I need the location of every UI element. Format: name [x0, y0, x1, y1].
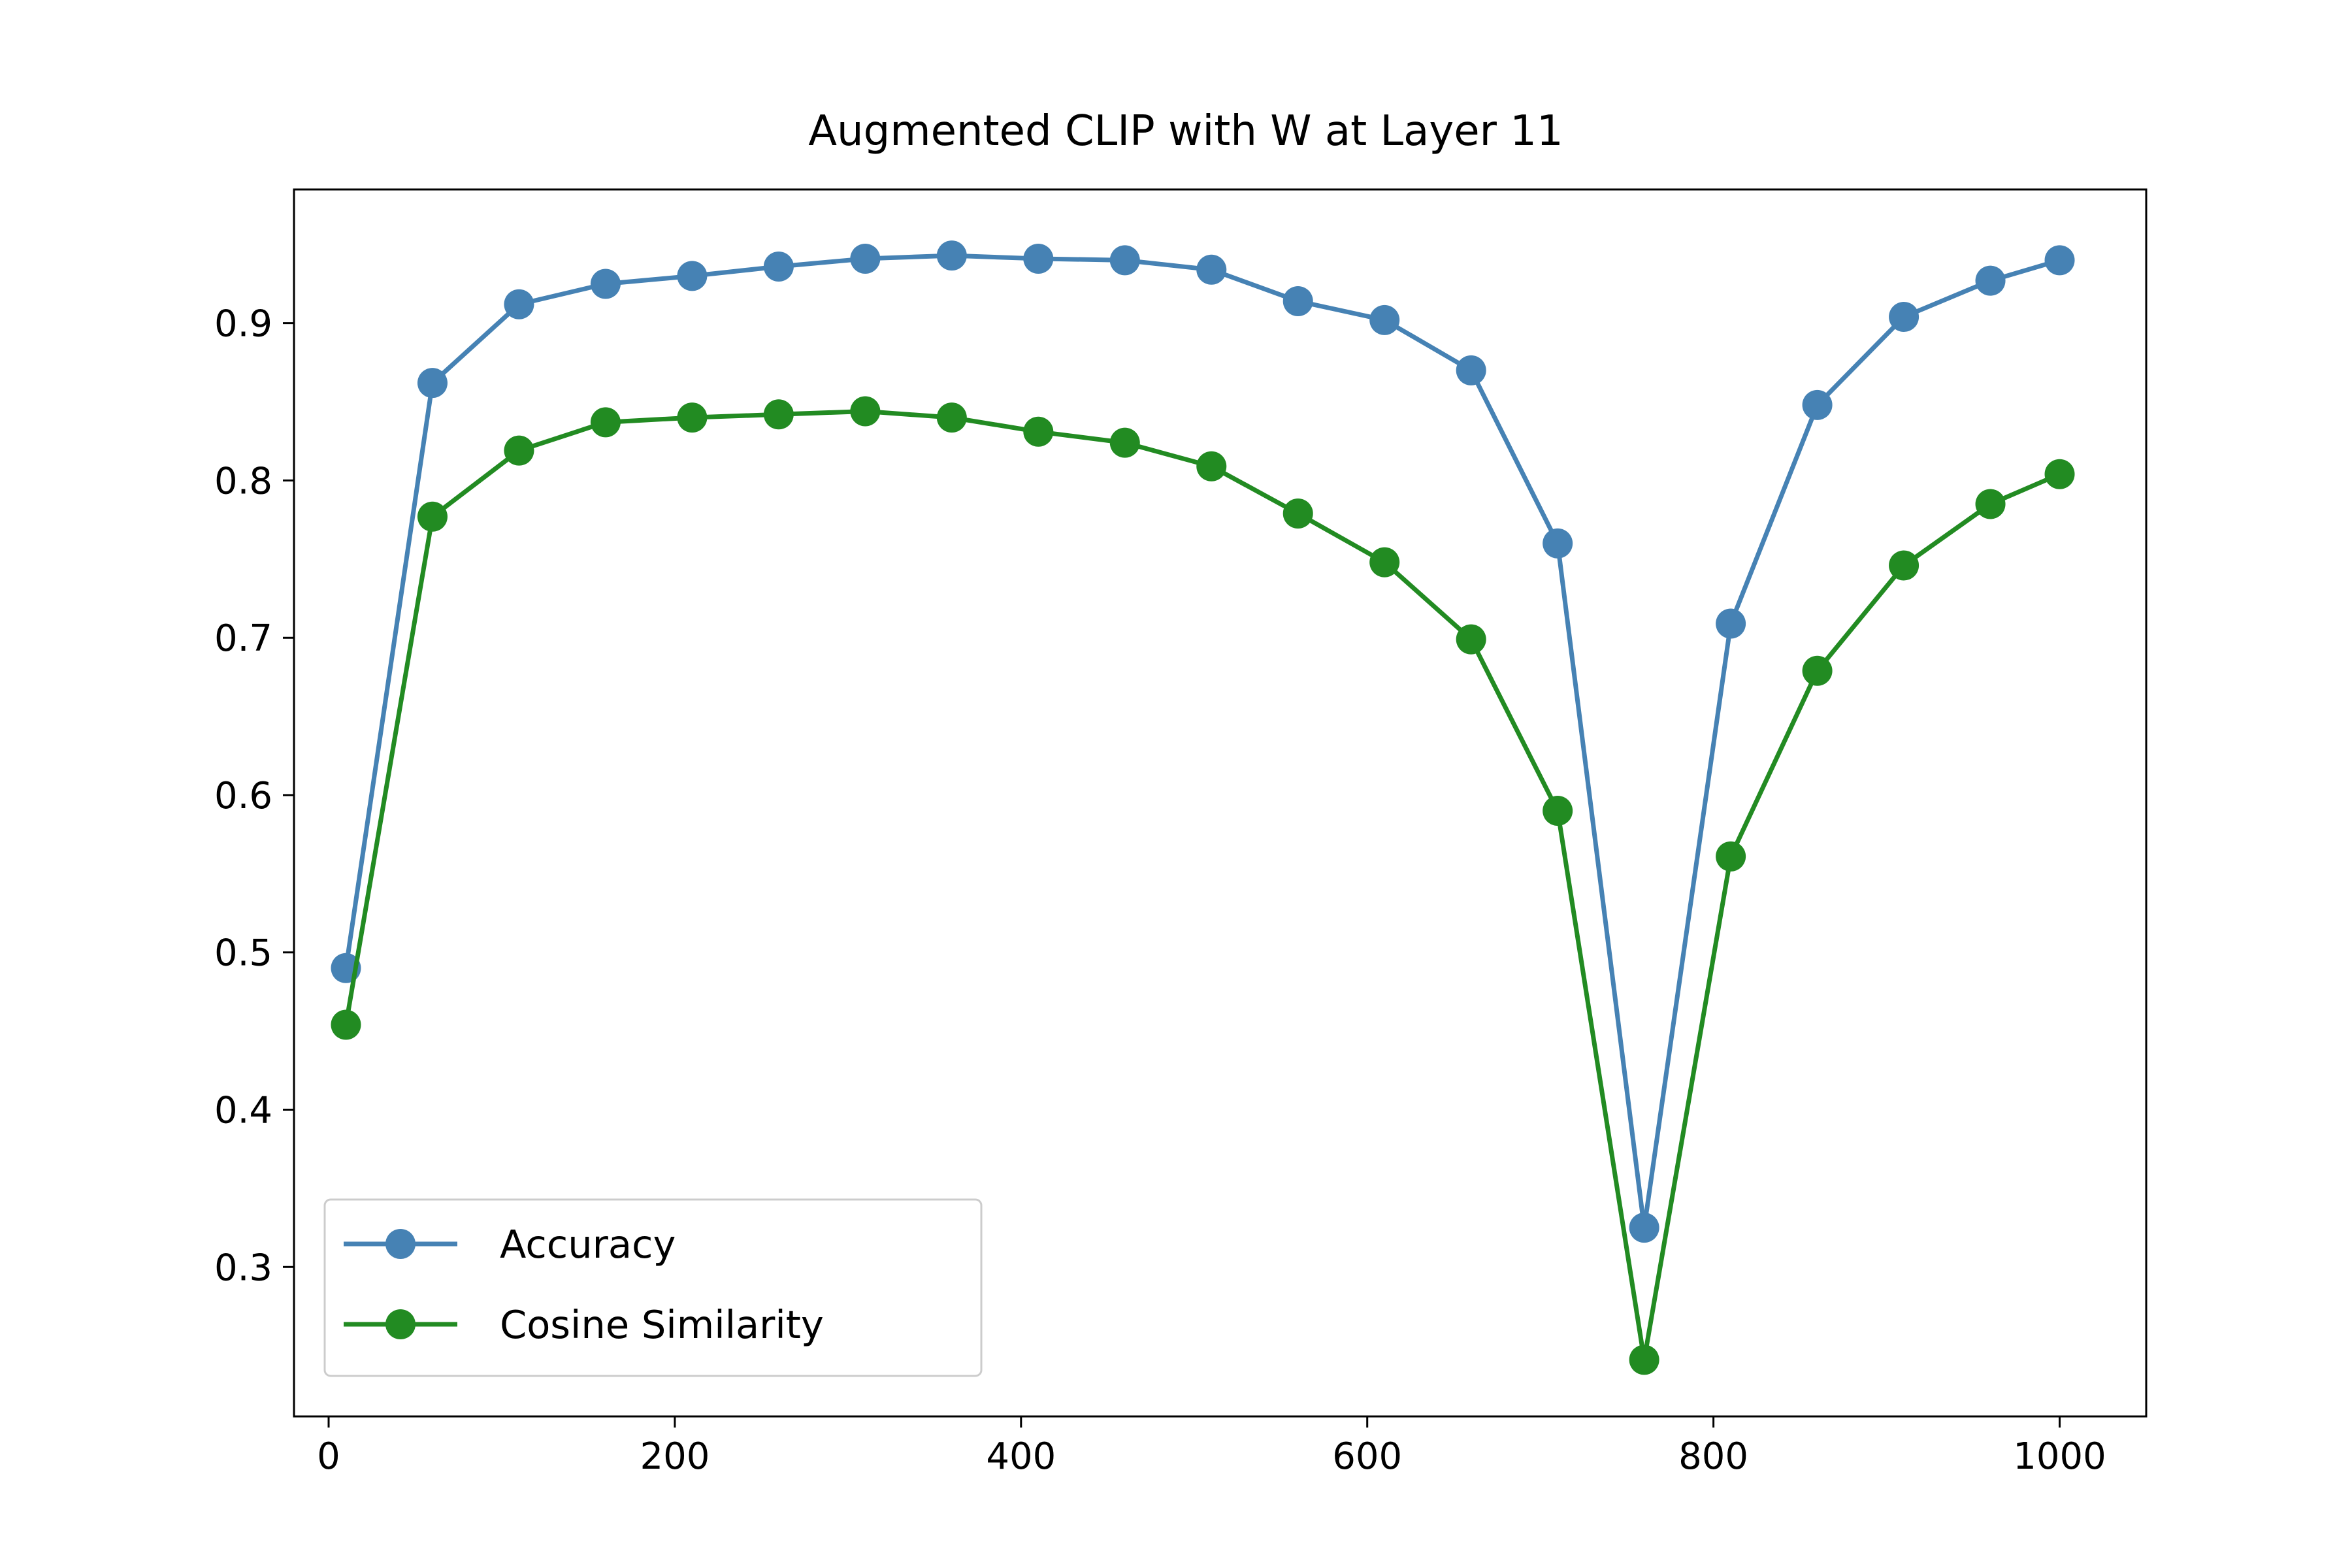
- data-point: [1282, 498, 1313, 529]
- data-point: [1543, 528, 1573, 559]
- x-tick-label: 800: [1678, 1435, 1748, 1478]
- y-tick-label: 0.7: [214, 617, 272, 660]
- data-point: [1629, 1345, 1659, 1375]
- data-point: [1456, 355, 1486, 385]
- data-point: [936, 240, 967, 271]
- data-point: [1369, 304, 1400, 335]
- data-point: [1109, 245, 1140, 276]
- x-tick-label: 1000: [2013, 1435, 2106, 1478]
- plot-area-frame: [293, 188, 2148, 1418]
- legend-item-accuracy: Accuracy: [344, 1222, 676, 1267]
- legend-item-cosine-similarity: Cosine Similarity: [344, 1302, 824, 1347]
- x-tick-label: 600: [1332, 1435, 1402, 1478]
- data-point: [1716, 841, 1746, 872]
- data-point: [763, 251, 794, 282]
- legend-marker-swatch: [385, 1229, 416, 1259]
- data-point: [590, 407, 621, 438]
- y-tick-label: 0.4: [214, 1090, 272, 1132]
- data-point: [1369, 547, 1400, 578]
- data-point: [1975, 265, 2006, 296]
- data-point: [763, 399, 794, 430]
- data-point: [850, 396, 881, 427]
- legend-label: Accuracy: [500, 1222, 676, 1267]
- legend: Accuracy Cosine Similarity: [323, 1198, 983, 1377]
- data-point: [2044, 245, 2075, 276]
- data-point: [677, 261, 708, 291]
- chart-title: Augmented CLIP with W at Layer 11: [808, 107, 1563, 155]
- data-point: [1196, 451, 1227, 482]
- x-tick-label: 200: [640, 1435, 710, 1478]
- y-tick-label: 0.8: [214, 460, 272, 502]
- y-tick-label: 0.5: [214, 932, 272, 975]
- data-point: [1629, 1213, 1659, 1243]
- data-point: [590, 269, 621, 299]
- y-tick-label: 0.6: [214, 775, 272, 817]
- data-point: [1975, 489, 2006, 519]
- data-point: [1023, 243, 1054, 274]
- x-tick-label: 400: [986, 1435, 1056, 1478]
- series-cosine-similarity: [331, 396, 2075, 1375]
- x-tick-label: 0: [317, 1435, 340, 1478]
- data-point: [417, 368, 448, 399]
- data-point: [1889, 302, 1919, 333]
- data-point: [504, 435, 534, 466]
- y-tick-label: 0.3: [214, 1247, 272, 1289]
- data-point: [2044, 459, 2075, 489]
- data-point: [1716, 608, 1746, 639]
- series-accuracy: [331, 240, 2075, 1243]
- data-point: [1109, 427, 1140, 458]
- legend-marker-swatch: [385, 1309, 416, 1339]
- axis-ticks: 0 200 400 600 800 1000 0.3 0.4 0.5 0.6 0.7 0.8 0.9: [214, 303, 2106, 1478]
- data-point: [936, 402, 967, 433]
- series-layer: [331, 240, 2075, 1375]
- legend-label: Cosine Similarity: [500, 1302, 824, 1347]
- data-point: [331, 1009, 361, 1040]
- data-point: [1889, 550, 1919, 581]
- legend-box: [323, 1198, 983, 1377]
- data-point: [677, 402, 708, 433]
- data-point: [1023, 416, 1054, 447]
- data-point: [417, 501, 448, 532]
- data-point: [850, 243, 881, 274]
- data-point: [1282, 286, 1313, 316]
- data-point: [1196, 254, 1227, 285]
- data-point: [1802, 655, 1833, 686]
- data-point: [1456, 624, 1486, 655]
- data-point: [504, 289, 534, 319]
- y-tick-label: 0.9: [214, 303, 272, 346]
- data-point: [1543, 796, 1573, 826]
- data-point: [1802, 389, 1833, 420]
